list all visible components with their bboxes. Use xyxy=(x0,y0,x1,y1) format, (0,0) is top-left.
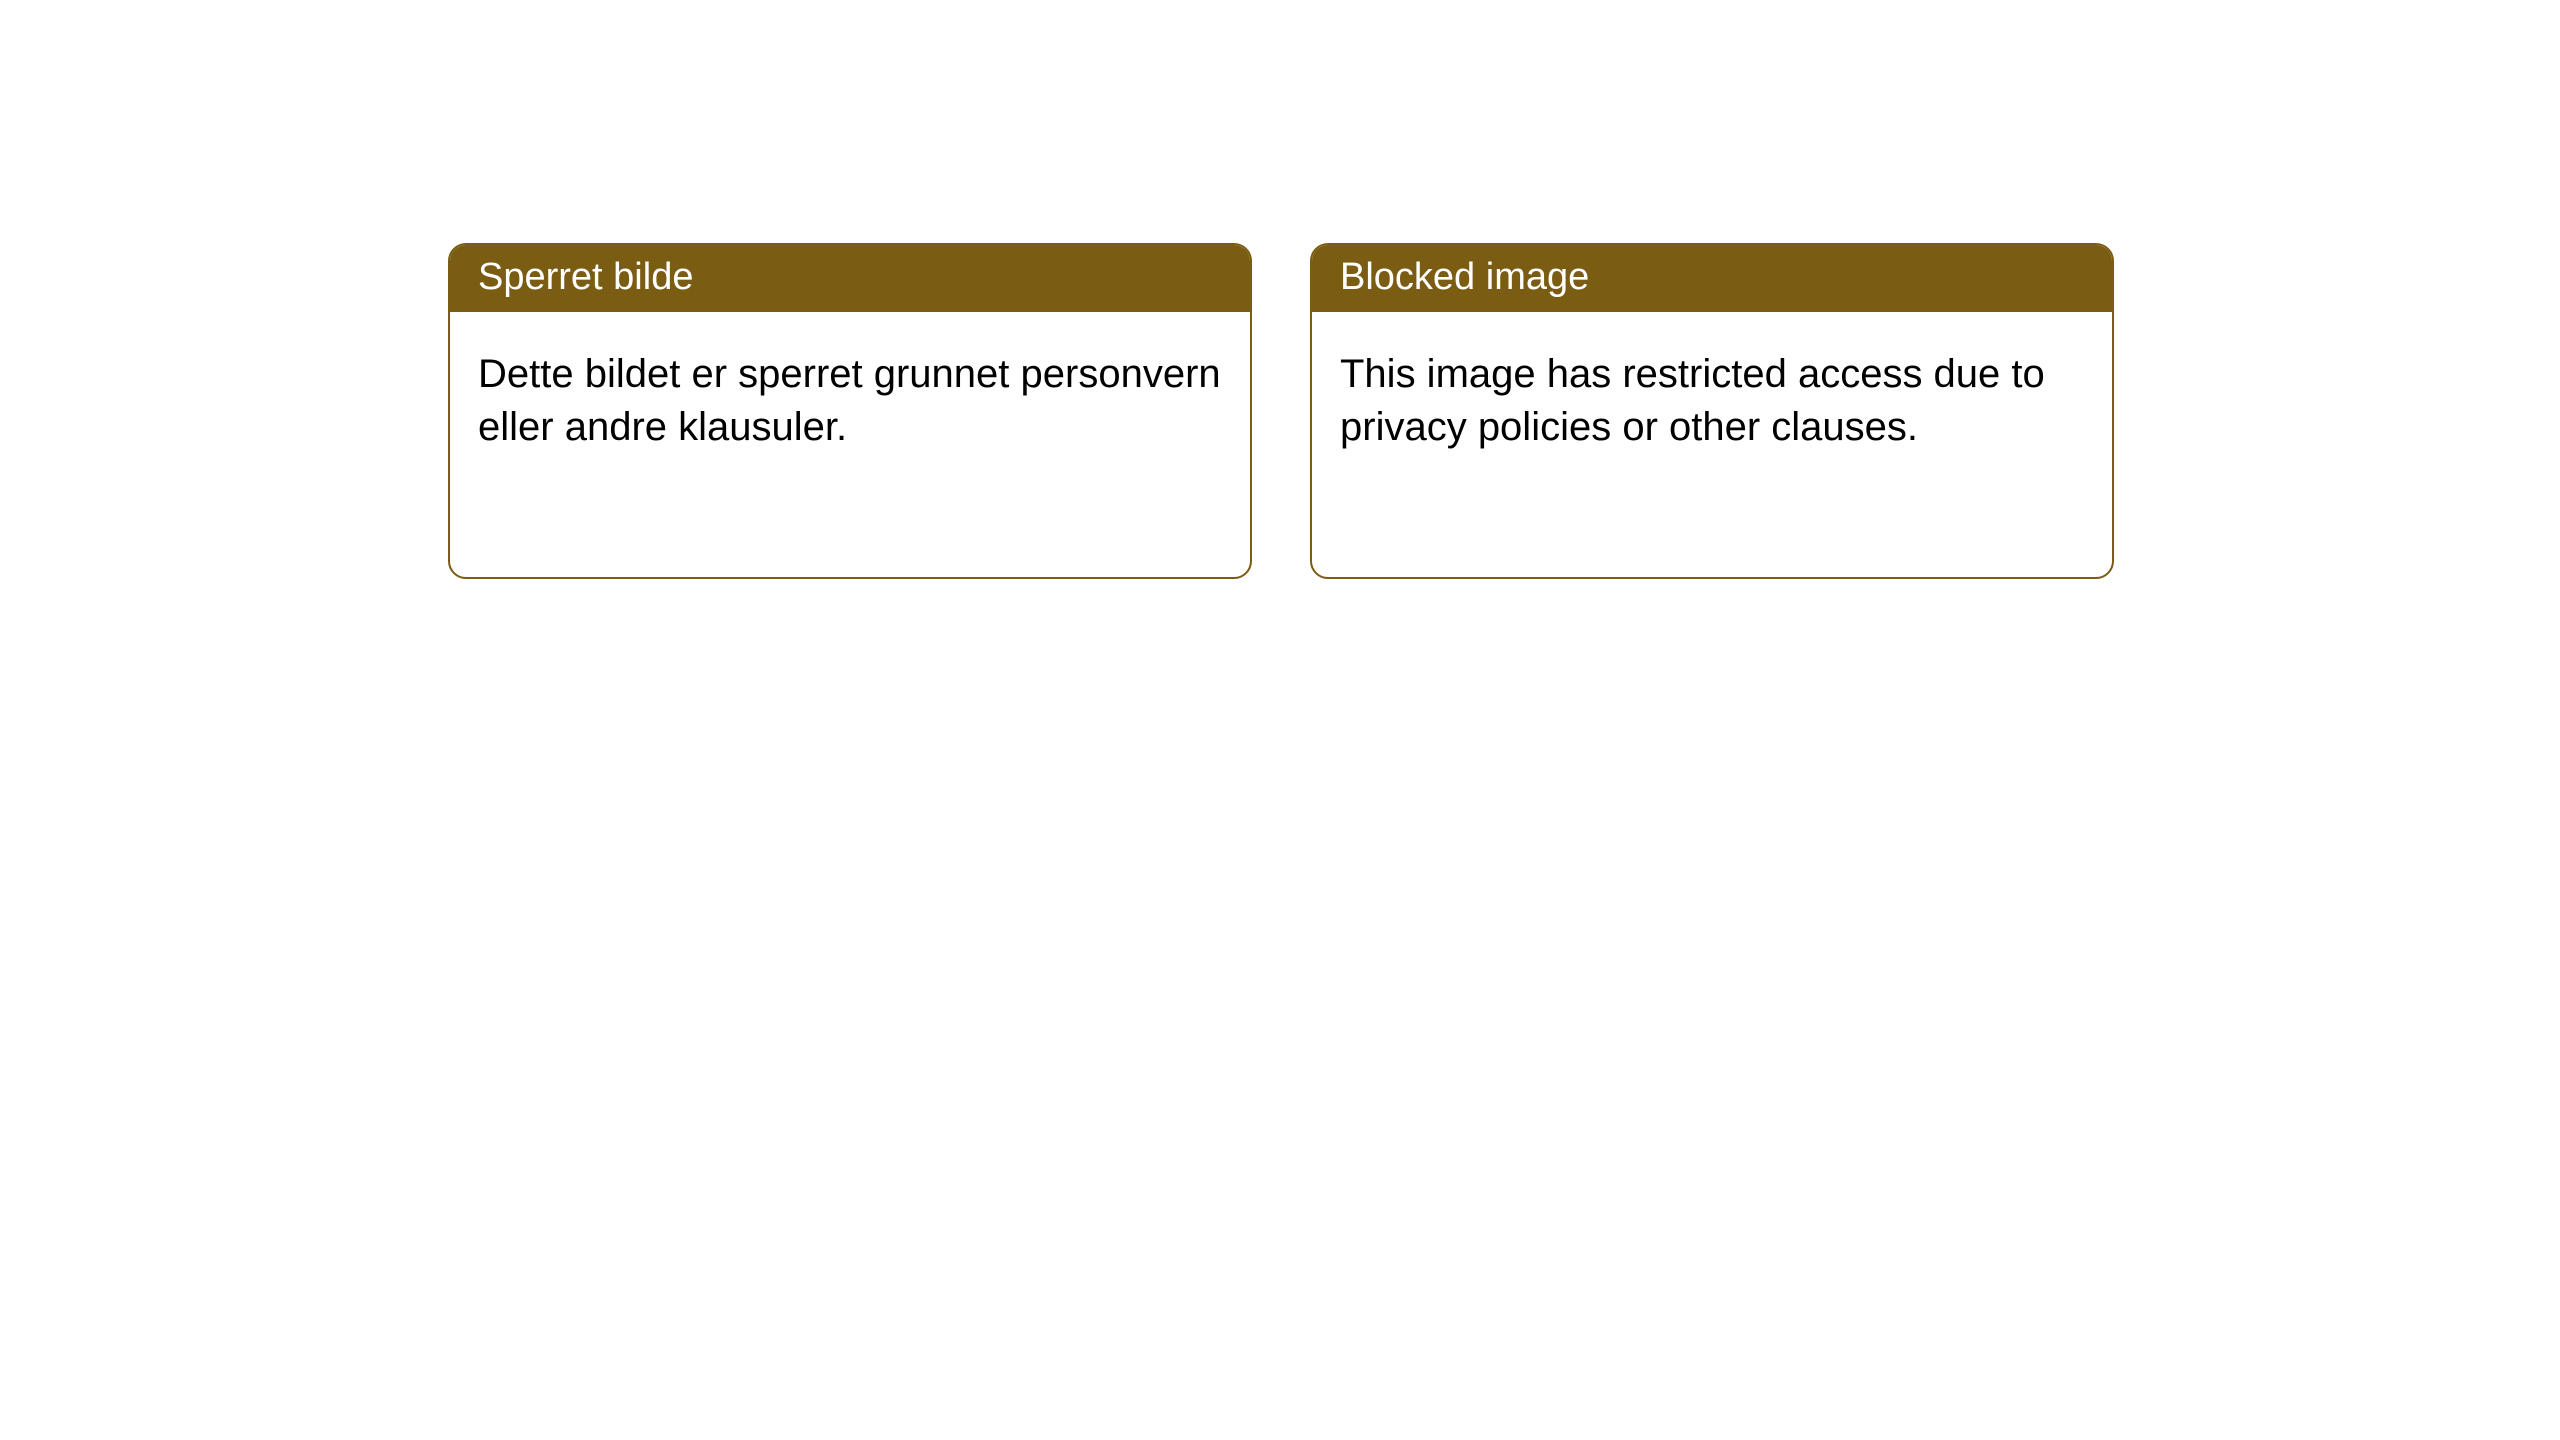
card-body-english: This image has restricted access due to … xyxy=(1312,312,2112,490)
notice-card-norwegian: Sperret bilde Dette bildet er sperret gr… xyxy=(448,243,1252,579)
notice-container: Sperret bilde Dette bildet er sperret gr… xyxy=(0,0,2560,579)
card-body-norwegian: Dette bildet er sperret grunnet personve… xyxy=(450,312,1250,490)
card-header-english: Blocked image xyxy=(1312,245,2112,312)
card-header-norwegian: Sperret bilde xyxy=(450,245,1250,312)
notice-card-english: Blocked image This image has restricted … xyxy=(1310,243,2114,579)
